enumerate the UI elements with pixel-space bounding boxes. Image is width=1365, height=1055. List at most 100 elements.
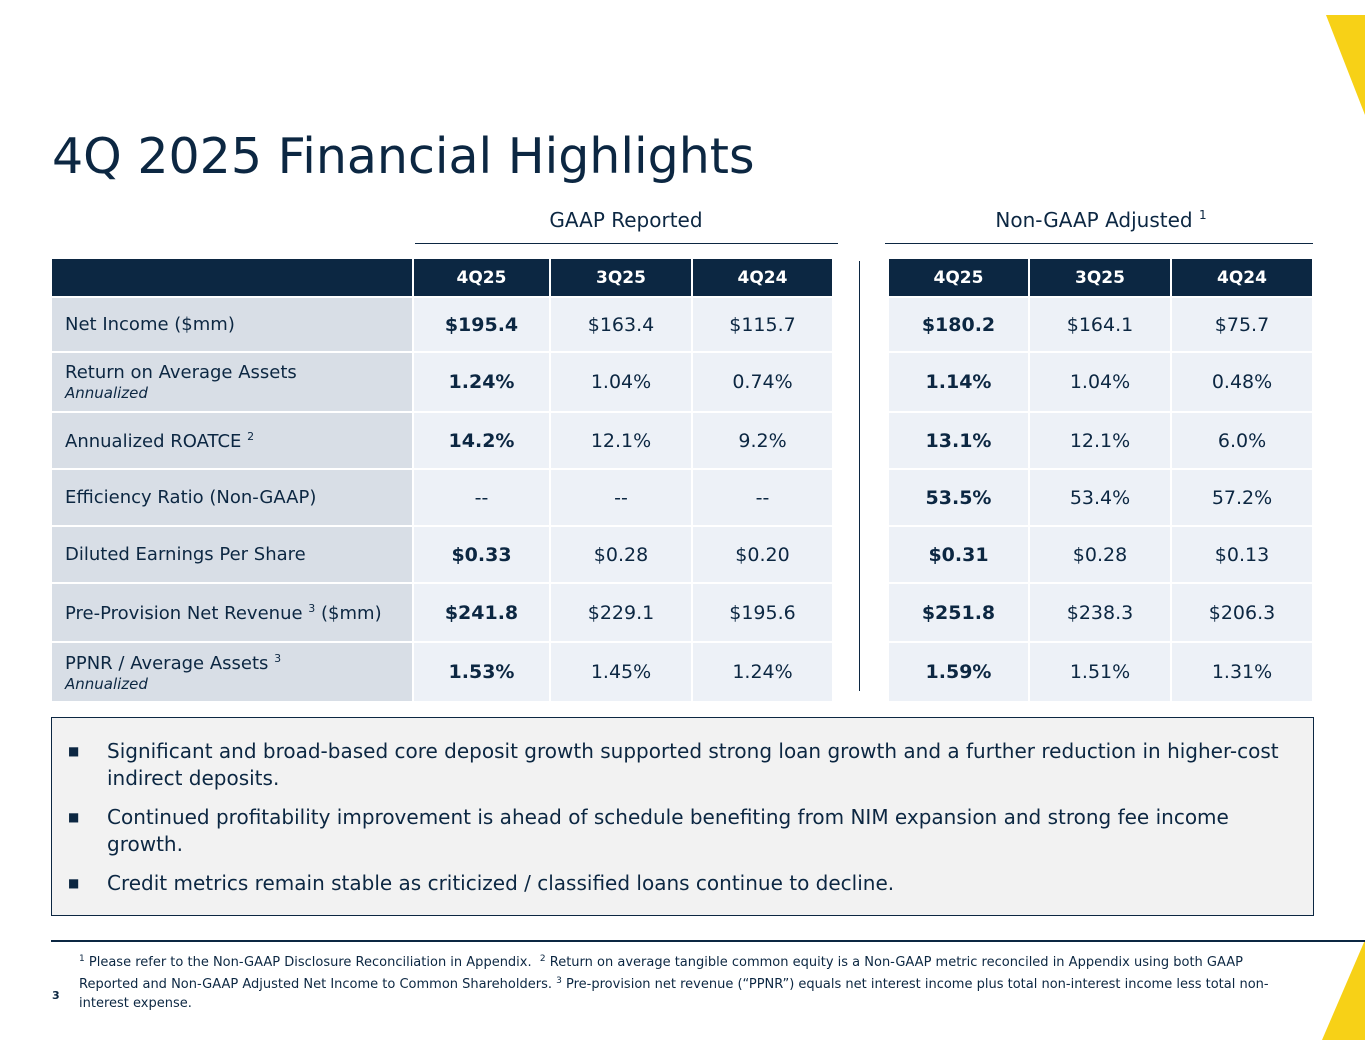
bullet-item: ■ Credit metrics remain stable as critic…	[66, 870, 1285, 897]
gaap-group-label-text: GAAP Reported	[549, 208, 703, 232]
row-label-text: Pre-Provision Net Revenue	[65, 602, 303, 624]
gaap-group-label: GAAP Reported	[416, 208, 836, 232]
gaap-cell: $163.4	[551, 298, 691, 351]
gaap-header-3q25: 3Q25	[551, 259, 691, 296]
row-label-text: Net Income ($mm)	[65, 314, 235, 335]
footnotes: 1 Please refer to the Non-GAAP Disclosur…	[79, 950, 1304, 1013]
nongaap-header-3q25: 3Q25	[1030, 259, 1170, 296]
nongaap-cell: 1.59%	[889, 643, 1028, 701]
bullet-square-icon: ■	[68, 744, 80, 758]
gaap-cell: 0.74%	[693, 353, 832, 411]
nongaap-cell: $75.7	[1172, 298, 1312, 351]
nongaap-cell: 53.4%	[1030, 470, 1170, 525]
nongaap-cell: $206.3	[1172, 584, 1312, 641]
row-label-ppnr: Pre-Provision Net Revenue 3 ($mm)	[52, 584, 412, 641]
gaap-cell: 9.2%	[693, 413, 832, 468]
nongaap-cell: 12.1%	[1030, 413, 1170, 468]
row-label-efficiency-ratio: Efficiency Ratio (Non-GAAP)	[52, 470, 412, 525]
gaap-cell: 14.2%	[414, 413, 549, 468]
nongaap-group-label-text: Non-GAAP Adjusted	[995, 208, 1193, 232]
gaap-cell: $0.28	[551, 527, 691, 582]
header-blank	[52, 259, 412, 296]
gaap-cell: 1.24%	[693, 643, 832, 701]
nongaap-cell: 1.14%	[889, 353, 1028, 411]
footnote-text: Please refer to the Non-GAAP Disclosure …	[88, 955, 532, 970]
bullet-text: Significant and broad-based core deposit…	[107, 739, 1279, 790]
footnote-number: 2	[539, 954, 546, 964]
table-divider	[859, 261, 860, 691]
page-title: 4Q 2025 Financial Highlights	[52, 128, 755, 185]
row-label-diluted-eps: Diluted Earnings Per Share	[52, 527, 412, 582]
footnote-number: 3	[556, 976, 562, 986]
bullet-square-icon: ■	[68, 876, 80, 890]
gaap-cell: $229.1	[551, 584, 691, 641]
row-label-text: Annualized ROATCE	[65, 430, 242, 452]
nongaap-cell: 53.5%	[889, 470, 1028, 525]
bullet-text: Continued profitability improvement is a…	[107, 805, 1229, 856]
gaap-cell: $195.4	[414, 298, 549, 351]
row-label-roaa: Return on Average Assets Annualized	[52, 353, 412, 411]
gaap-header-4q24: 4Q24	[693, 259, 832, 296]
nongaap-group-label: Non-GAAP Adjusted 1	[889, 208, 1313, 232]
nongaap-header-4q25: 4Q25	[889, 259, 1028, 296]
yellow-accent-shape-top	[1326, 15, 1365, 115]
row-sublabel: Annualized	[65, 384, 148, 402]
row-label-suffix: ($mm)	[321, 602, 382, 624]
footer-divider	[51, 940, 1365, 942]
bullet-item: ■ Significant and broad-based core depos…	[66, 738, 1285, 792]
gaap-header-4q25: 4Q25	[414, 259, 549, 296]
row-label-ppnr-average-assets: PPNR / Average Assets 3 Annualized	[52, 643, 412, 701]
highlights-box: ■ Significant and broad-based core depos…	[51, 717, 1314, 916]
nongaap-cell: $0.31	[889, 527, 1028, 582]
footnote-marker: 3	[274, 651, 282, 665]
gaap-cell: 1.45%	[551, 643, 691, 701]
nongaap-cell: 1.51%	[1030, 643, 1170, 701]
yellow-accent-shape-bottom	[1322, 940, 1365, 1040]
footnote-marker: 2	[247, 429, 255, 443]
row-label-text: Diluted Earnings Per Share	[65, 544, 306, 565]
row-sublabel: Annualized	[65, 674, 148, 693]
row-label-text: Efficiency Ratio (Non-GAAP)	[65, 487, 317, 508]
nongaap-cell: 57.2%	[1172, 470, 1312, 525]
gaap-cell: 1.04%	[551, 353, 691, 411]
gaap-cell: --	[414, 470, 549, 525]
gaap-cell: $0.33	[414, 527, 549, 582]
gaap-group-underline	[415, 243, 838, 244]
bullet-text: Credit metrics remain stable as criticiz…	[107, 871, 895, 895]
nongaap-footnote-marker: 1	[1198, 208, 1207, 222]
gaap-cell: --	[693, 470, 832, 525]
nongaap-cell: 6.0%	[1172, 413, 1312, 468]
gaap-cell: $195.6	[693, 584, 832, 641]
nongaap-cell: $180.2	[889, 298, 1028, 351]
gaap-table: 4Q25 3Q25 4Q24 Net Income ($mm) $195.4 $…	[52, 259, 832, 701]
row-label-net-income: Net Income ($mm)	[52, 298, 412, 351]
nongaap-cell: 13.1%	[889, 413, 1028, 468]
row-label-text: PPNR / Average Assets	[65, 652, 269, 674]
nongaap-cell: $0.13	[1172, 527, 1312, 582]
footnote-number: 1	[79, 954, 85, 964]
gaap-cell: --	[551, 470, 691, 525]
footnote-text: Pre-provision net revenue (“PPNR”) equal…	[79, 977, 1269, 1011]
nongaap-cell: 0.48%	[1172, 353, 1312, 411]
nongaap-cell: $0.28	[1030, 527, 1170, 582]
nongaap-cell: 1.04%	[1030, 353, 1170, 411]
row-label-text: Return on Average Assets	[65, 362, 297, 383]
gaap-cell: $241.8	[414, 584, 549, 641]
bullet-item: ■ Continued profitability improvement is…	[66, 804, 1285, 858]
gaap-cell: 1.53%	[414, 643, 549, 701]
gaap-cell: $115.7	[693, 298, 832, 351]
row-label-roatce: Annualized ROATCE 2	[52, 413, 412, 468]
footnote-marker: 3	[308, 601, 316, 615]
bullet-square-icon: ■	[68, 810, 80, 824]
nongaap-header-4q24: 4Q24	[1172, 259, 1312, 296]
gaap-cell: 1.24%	[414, 353, 549, 411]
nongaap-cell: 1.31%	[1172, 643, 1312, 701]
gaap-cell: 12.1%	[551, 413, 691, 468]
nongaap-group-underline	[885, 243, 1313, 244]
nongaap-cell: $251.8	[889, 584, 1028, 641]
footnote-text: Return on average tangible common equity…	[79, 955, 1243, 992]
nongaap-cell: $238.3	[1030, 584, 1170, 641]
page-number: 3	[52, 989, 60, 1002]
nongaap-cell: $164.1	[1030, 298, 1170, 351]
gaap-cell: $0.20	[693, 527, 832, 582]
